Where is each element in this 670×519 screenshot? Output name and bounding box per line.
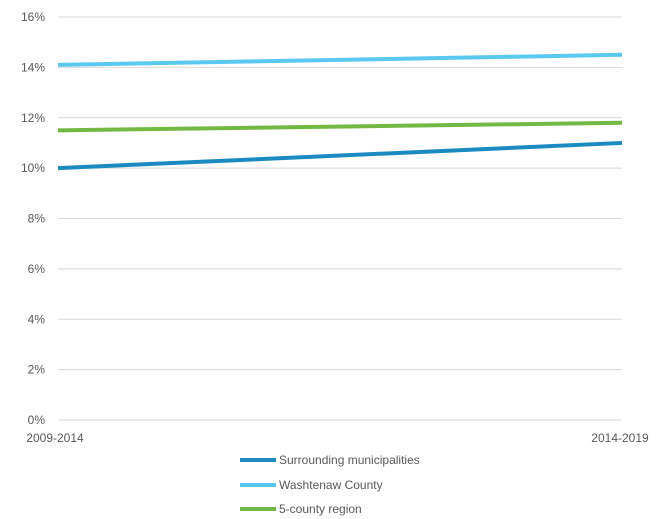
y-tick-label: 0% [28,413,46,427]
legend-item: Surrounding municipalities [240,453,420,467]
y-tick-label: 4% [28,312,46,326]
y-tick-label: 14% [21,60,45,74]
y-tick-label: 2% [28,363,46,377]
legend-label: 5-county region [279,502,362,516]
y-tick-label: 12% [21,111,45,125]
series-line-5-county-region [57,120,623,133]
y-tick-label: 16% [21,10,45,24]
series-line-washtenaw-county [57,52,623,67]
y-axis-tick-labels: 0% 2% 4% 6% 8% 10% 12% 14% 16% [21,10,45,427]
legend-item: 5-county region [240,502,362,516]
y-tick-label: 10% [21,161,45,175]
legend-label: Surrounding municipalities [279,453,420,467]
y-tick-label: 6% [28,262,46,276]
gridlines [58,16,622,421]
y-tick-label: 8% [28,212,46,226]
legend: Surrounding municipalities Washtenaw Coun… [240,453,420,516]
legend-item: Washtenaw County [240,478,383,492]
x-tick-label: 2009-2014 [26,431,84,445]
legend-label: Washtenaw County [279,478,383,492]
x-tick-label: 2014-2019 [591,431,649,445]
series-lines [57,52,623,171]
x-axis-tick-labels: 2009-2014 2014-2019 [26,431,649,445]
series-line-surrounding-municipalities [57,140,623,171]
